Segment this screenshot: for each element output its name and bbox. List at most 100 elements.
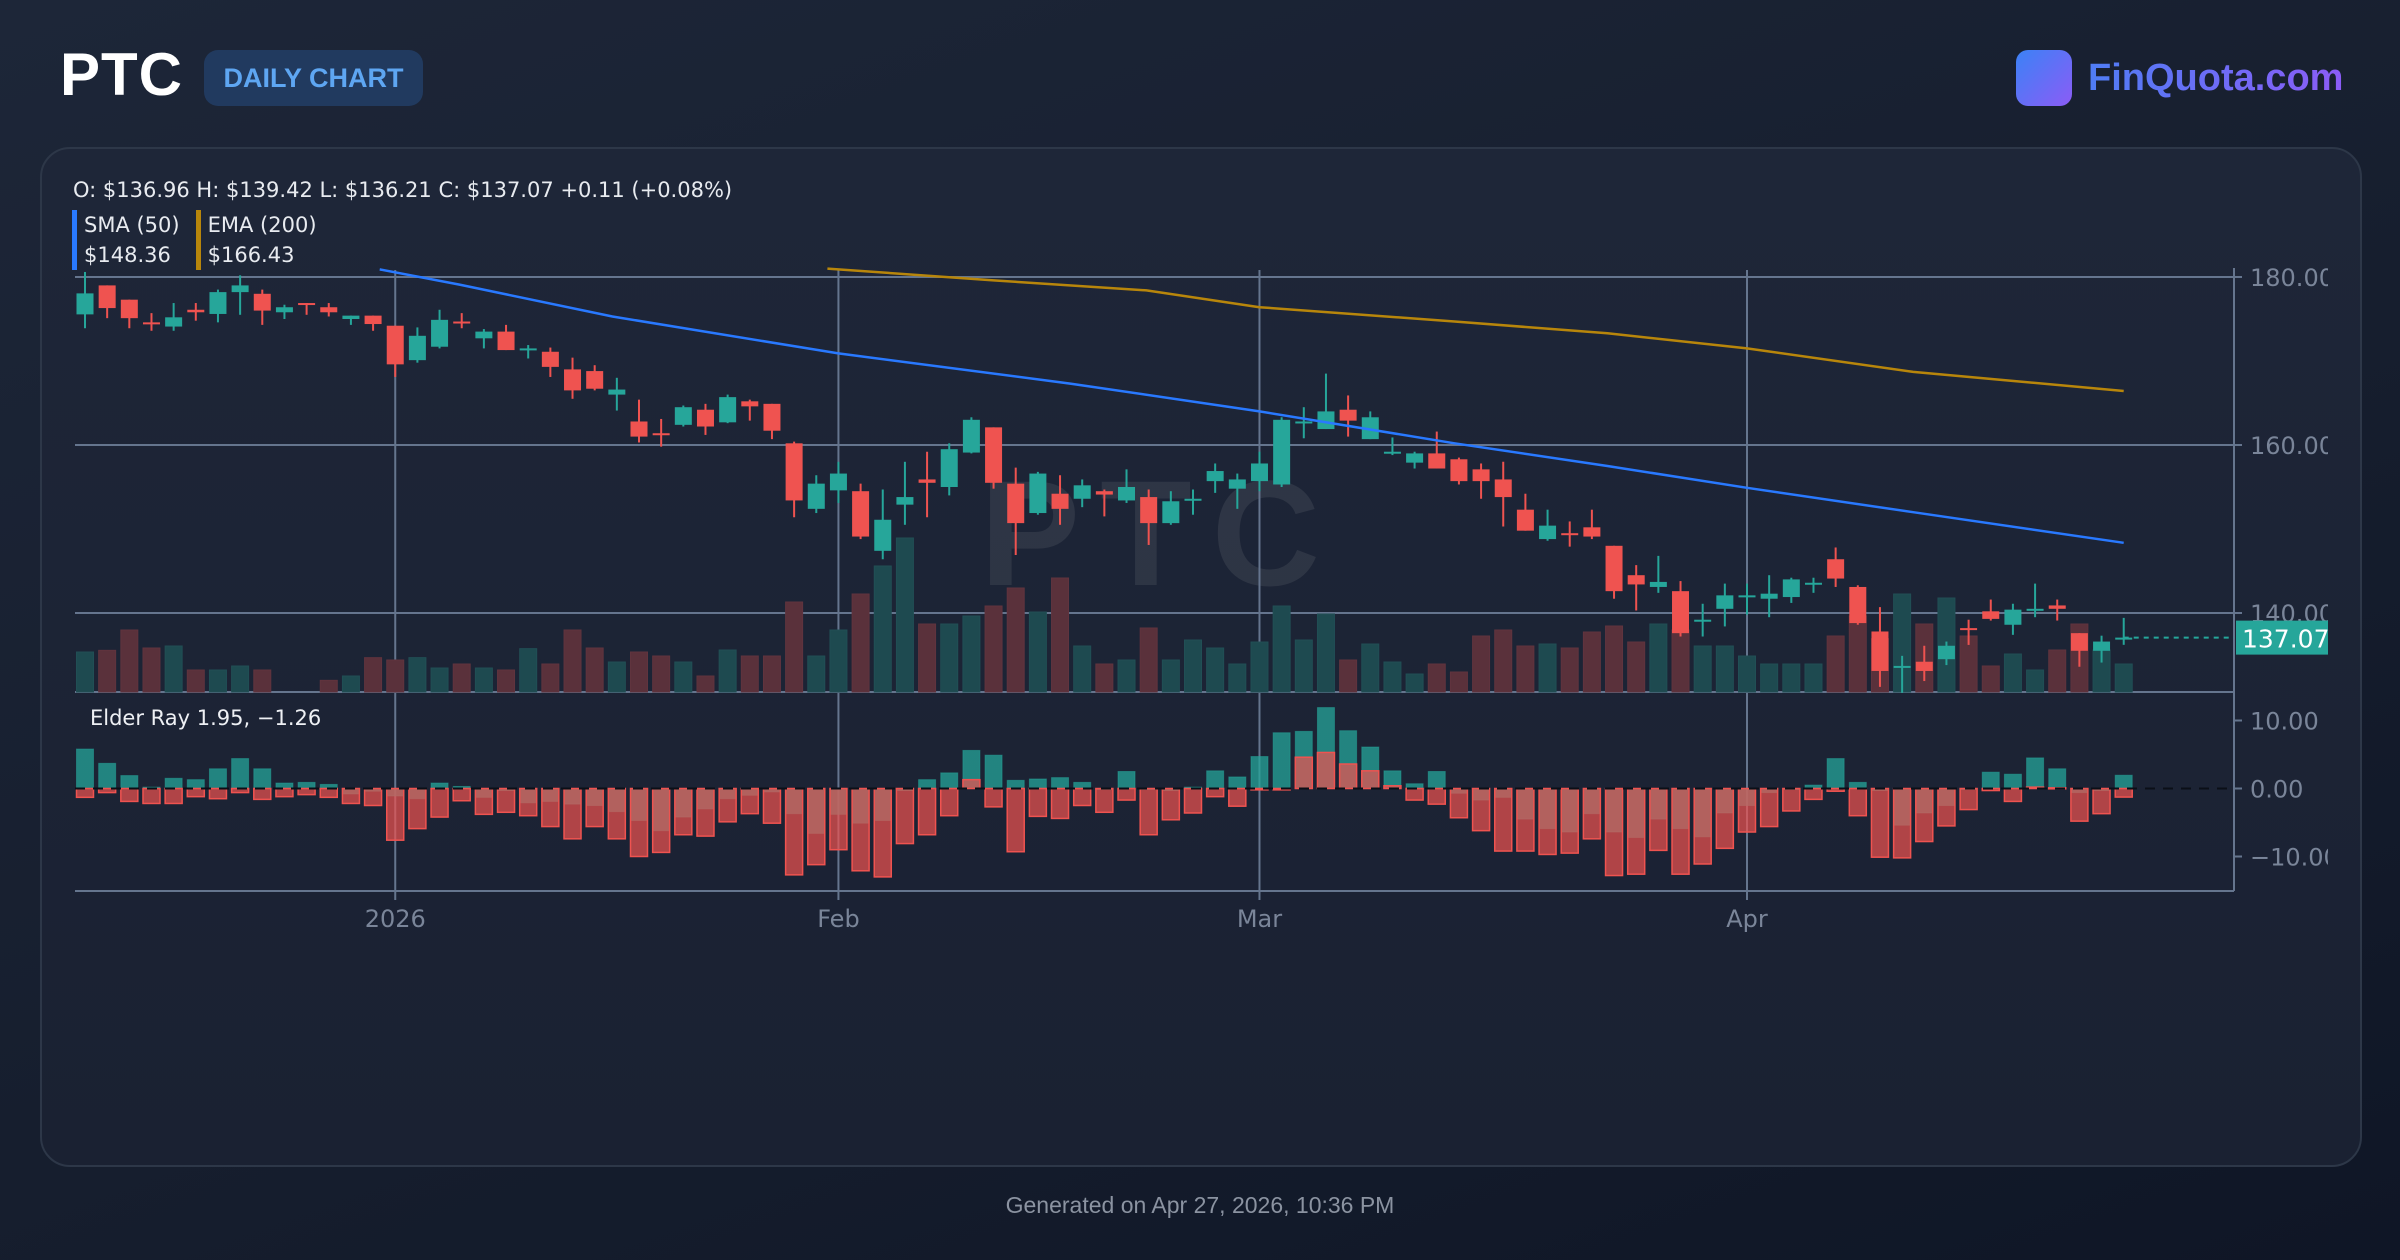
candle: [1428, 431, 1446, 469]
bear-power-bar: [297, 787, 316, 796]
candle: [719, 394, 737, 424]
sma-50-line: [379, 268, 2124, 545]
candle-body: [719, 397, 737, 423]
moving-averages: [379, 267, 2234, 639]
bear-power-bar: [563, 787, 582, 840]
candle-body: [364, 315, 382, 325]
candle: [2115, 617, 2133, 645]
volume-bar: [1095, 663, 1114, 693]
candle-body: [674, 407, 692, 425]
bear-power-bar: [1405, 787, 1424, 801]
candle: [209, 289, 227, 323]
candle: [1118, 469, 1136, 503]
bear-power-bar: [1915, 787, 1934, 843]
candle-body: [1361, 417, 1379, 440]
candle-body: [1539, 525, 1557, 540]
candle: [1960, 619, 1978, 645]
candle-body: [1073, 485, 1091, 499]
bear-power-bar: [1848, 787, 1868, 817]
volume-bar: [1139, 627, 1158, 693]
legend-sma: SMA (50) $148.36: [72, 210, 180, 270]
candle-body: [1716, 595, 1734, 609]
candle-body: [962, 419, 980, 453]
bear-power-bar: [1671, 787, 1690, 875]
bull-power-bar: [76, 748, 94, 789]
candle-body: [1007, 483, 1025, 524]
elder-tick-label: 0.00: [2250, 776, 2303, 804]
candle-body: [696, 409, 714, 427]
volume-bar: [142, 647, 161, 693]
candle: [741, 399, 759, 421]
candle-body: [342, 315, 360, 319]
candle: [1716, 583, 1734, 627]
candle: [1472, 463, 1490, 499]
candle-body: [1450, 459, 1468, 482]
volume-bar: [1051, 577, 1070, 693]
candle-body: [187, 309, 205, 313]
candle-body: [852, 491, 870, 537]
bear-power-bar: [1937, 787, 1956, 827]
volume-bar: [1582, 631, 1601, 693]
bull-power-bar: [1250, 756, 1269, 789]
bear-power-bar: [1649, 787, 1668, 852]
candle: [541, 347, 559, 377]
bear-power-bar: [253, 787, 272, 801]
ema-200-line: [827, 267, 2124, 393]
bear-power-bar: [385, 787, 405, 841]
candle-body: [652, 433, 670, 436]
candle: [231, 275, 249, 315]
candle: [475, 329, 493, 349]
legend-sma-value: $148.36: [84, 243, 171, 267]
candle: [962, 417, 980, 454]
legend-ema: EMA (200) $166.43: [195, 210, 317, 270]
brand[interactable]: FinQuota.com: [2016, 50, 2343, 106]
candle-body: [1960, 628, 1978, 631]
bear-power-bar: [851, 787, 870, 872]
bear-power-bar: [164, 787, 183, 805]
bear-power-bar: [208, 787, 228, 800]
volume-bar: [1006, 587, 1025, 693]
candle: [1051, 475, 1069, 525]
volume-bar: [319, 679, 338, 693]
candle-body: [1915, 661, 1933, 671]
bear-power-bar: [1183, 787, 1203, 814]
volume-bar: [1605, 625, 1624, 693]
candle-body: [1804, 582, 1822, 585]
volume-bar: [1715, 645, 1734, 693]
candle-body: [1672, 591, 1690, 634]
candle: [1361, 411, 1379, 440]
candle: [674, 405, 692, 427]
volume-bar: [497, 669, 516, 693]
bull-power-bar: [984, 754, 1003, 789]
bear-power-bar: [2092, 787, 2111, 815]
bear-power-bar: [784, 787, 804, 876]
volume-bar: [895, 537, 914, 693]
volume-bar: [696, 675, 715, 693]
date-tick-label: Apr: [1726, 905, 1768, 933]
candle: [1494, 461, 1512, 527]
bear-power-bar: [1117, 787, 1136, 801]
volume-bar: [1161, 659, 1180, 693]
volume-bar: [607, 661, 626, 693]
candle-body: [2070, 633, 2088, 651]
legend-sma-label: SMA (50): [84, 213, 180, 237]
bear-power-bar: [696, 787, 715, 837]
candle: [985, 427, 1003, 489]
volume-bar: [585, 647, 604, 693]
bear-power-bar: [1361, 770, 1380, 790]
bear-power-bar: [1161, 787, 1181, 821]
candle: [1893, 655, 1911, 693]
candle: [763, 403, 781, 440]
bull-power-bar: [1427, 771, 1446, 789]
volume-bar: [76, 651, 94, 693]
candle-body: [1273, 419, 1291, 485]
candle-body: [497, 331, 515, 351]
volume-bar: [341, 675, 360, 693]
candle-body: [1782, 579, 1800, 598]
candle: [1295, 407, 1313, 439]
candle: [2093, 635, 2111, 663]
candle: [918, 451, 936, 518]
candle: [408, 327, 426, 363]
candle: [807, 475, 825, 514]
